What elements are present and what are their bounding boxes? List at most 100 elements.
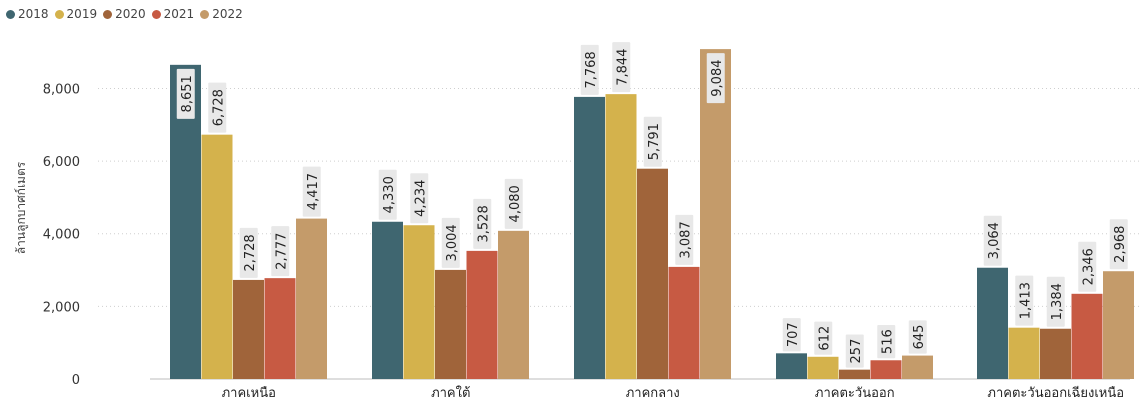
- data-label-text: 2,968: [1113, 226, 1128, 263]
- bar-2019-3: [807, 356, 839, 379]
- data-label-bg: [580, 44, 599, 95]
- data-label-2019-3: 612: [814, 321, 833, 355]
- data-label-2019-1: 4,234: [410, 173, 429, 224]
- data-label-bg: [814, 321, 833, 355]
- data-label-2022-4: 2,968: [1109, 219, 1128, 270]
- data-label-2021-0: 2,777: [271, 226, 290, 277]
- bar-2021-3: [870, 360, 902, 379]
- bar-2022-1: [498, 230, 529, 379]
- data-label-bg: [410, 173, 429, 224]
- bar-2019-0: [201, 134, 233, 379]
- data-label-bg: [1078, 241, 1097, 292]
- legend: 2018 2019 2020 2021 2022: [6, 7, 243, 21]
- legend-marker: [151, 9, 161, 19]
- data-label-bg: [1046, 276, 1065, 327]
- data-label-text: 2,346: [1081, 248, 1096, 285]
- data-label-bg: [612, 42, 631, 93]
- data-label-bg: [845, 334, 864, 368]
- data-label-text: 5,791: [647, 123, 662, 160]
- data-label-bg: [782, 318, 801, 352]
- data-label-2021-1: 3,528: [473, 198, 492, 249]
- bar-2020-3: [839, 369, 870, 379]
- legend-item-2021[interactable]: 2021: [151, 7, 195, 21]
- bar-2019-2: [605, 94, 637, 379]
- data-label-text: 8,651: [180, 75, 195, 112]
- data-label-text: 2,777: [274, 233, 289, 270]
- bar-2018-3: [776, 353, 807, 379]
- data-label-text: 7,844: [615, 49, 630, 86]
- legend-marker: [54, 9, 64, 19]
- data-label-text: 707: [786, 322, 801, 347]
- data-label-text: 6,728: [211, 89, 226, 126]
- data-label-bg: [1109, 219, 1128, 270]
- data-label-2022-1: 4,080: [504, 178, 523, 229]
- legend-marker: [6, 9, 15, 19]
- bar-2022-2: [700, 49, 731, 380]
- bar-2018-4: [977, 267, 1008, 379]
- data-label-text: 1,384: [1050, 283, 1065, 320]
- data-label-text: 9,084: [710, 59, 725, 96]
- data-label-2020-3: 257: [845, 334, 864, 368]
- bar-2018-1: [372, 221, 403, 379]
- data-label-text: 516: [880, 329, 895, 354]
- x-tick-label: ภาคตะวันออก: [815, 386, 895, 401]
- data-label-text: 612: [817, 326, 832, 351]
- data-label-2019-0: 6,728: [208, 82, 227, 133]
- data-label-bg: [504, 178, 523, 229]
- data-label-2020-2: 5,791: [643, 116, 662, 167]
- legend-label: 2019: [66, 7, 98, 21]
- x-tick-label: ภาคเหนือ: [222, 385, 276, 401]
- data-label-text: 3,528: [476, 205, 491, 242]
- data-label-2018-2: 7,768: [580, 44, 599, 95]
- data-label-bg: [706, 53, 725, 104]
- legend-item-2018[interactable]: 2018: [6, 7, 49, 21]
- y-tick-label: 6,000: [43, 155, 80, 170]
- y-axis-title: ล้านลูกบาศก์เมตร: [14, 161, 29, 254]
- x-tick-label: ภาคใต้: [431, 385, 470, 401]
- legend-marker: [103, 9, 113, 19]
- legend-label: 2020: [115, 7, 146, 21]
- data-label-bg: [302, 166, 321, 217]
- data-label-text: 1,413: [1018, 282, 1033, 319]
- bar-2020-0: [233, 279, 264, 379]
- data-label-2019-2: 7,844: [612, 42, 631, 93]
- data-label-2022-0: 4,417: [302, 166, 321, 217]
- legend-label: 2018: [18, 7, 49, 21]
- x-tick-label: ภาคกลาง: [626, 386, 680, 401]
- bar-2022-0: [296, 218, 327, 379]
- data-label-bg: [176, 68, 195, 119]
- bar-2022-4: [1103, 271, 1134, 379]
- bar-2021-0: [264, 278, 296, 379]
- data-label-bg: [441, 217, 460, 268]
- legend-item-2022[interactable]: 2022: [200, 7, 243, 21]
- bar-2019-1: [403, 225, 435, 379]
- data-label-2021-4: 2,346: [1078, 241, 1097, 292]
- data-label-bg: [877, 325, 896, 359]
- data-label-2020-4: 1,384: [1046, 276, 1065, 327]
- data-label-text: 4,330: [382, 176, 397, 213]
- legend-item-2019[interactable]: 2019: [54, 7, 98, 21]
- data-label-2022-3: 645: [908, 320, 927, 354]
- data-label-text: 4,080: [508, 185, 523, 222]
- y-tick-label: 4,000: [43, 228, 80, 243]
- data-label-bg: [378, 169, 397, 220]
- data-label-2020-1: 3,004: [441, 217, 460, 268]
- data-label-bg: [239, 227, 258, 278]
- data-label-text: 3,004: [445, 224, 460, 261]
- data-label-2021-3: 516: [877, 325, 896, 359]
- data-label-text: 7,768: [584, 51, 599, 88]
- data-label-bg: [1015, 275, 1034, 326]
- bar-2021-4: [1071, 293, 1103, 379]
- data-label-bg: [473, 198, 492, 249]
- legend-label: 2022: [212, 7, 243, 21]
- data-label-2021-2: 3,087: [675, 214, 694, 265]
- y-tick-label: 0: [72, 373, 80, 388]
- bar-2021-2: [668, 266, 700, 379]
- legend-label: 2021: [163, 7, 195, 21]
- legend-item-2020[interactable]: 2020: [103, 7, 146, 21]
- data-label-bg: [675, 214, 694, 265]
- bar-2020-2: [637, 168, 668, 379]
- data-label-bg: [271, 226, 290, 277]
- data-label-text: 4,234: [413, 180, 428, 217]
